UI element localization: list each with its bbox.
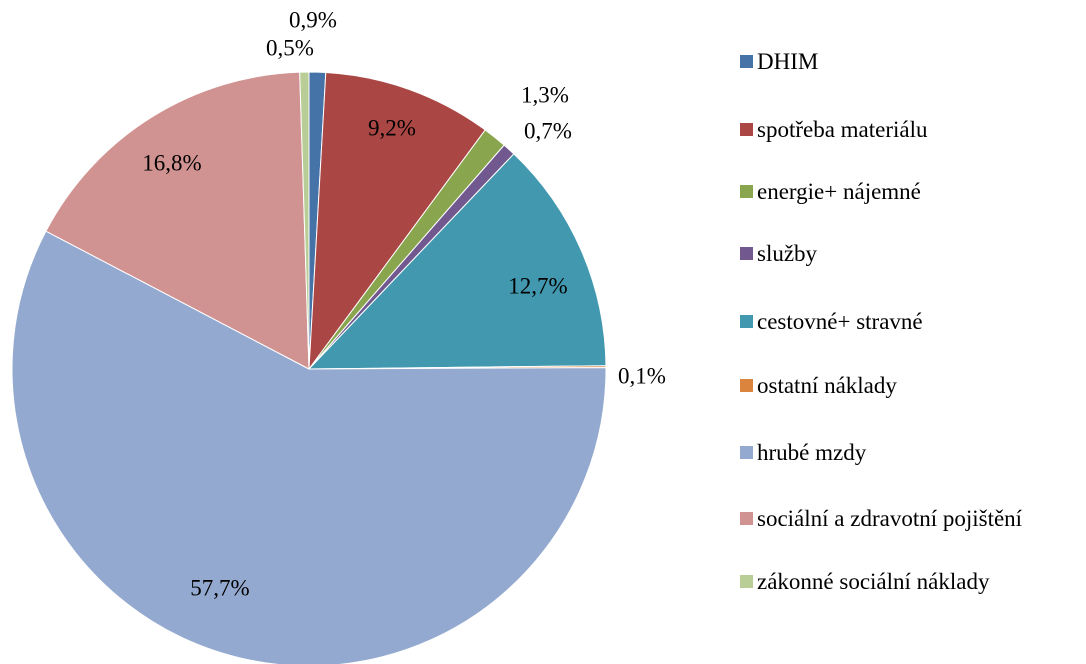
legend-swatch [740, 123, 753, 136]
data-label: 12,7% [508, 273, 567, 298]
legend-label: spotřeba materiálu [757, 117, 928, 142]
pie-slice [11, 230, 607, 664]
data-label: 0,9% [289, 7, 337, 32]
legend-label: sociální a zdravotní pojištění [757, 506, 1023, 531]
legend-label: zákonné sociální náklady [757, 569, 990, 594]
legend-swatch [740, 185, 753, 198]
legend-item: spotřeba materiálu [740, 116, 1086, 143]
legend-label: ostatní náklady [757, 373, 897, 398]
legend-item: sociální a zdravotní pojištění [740, 505, 1086, 532]
legend-swatch [740, 446, 753, 459]
legend-label: energie+ nájemné [757, 179, 921, 204]
pie-slice [45, 71, 310, 370]
legend-swatch [740, 247, 753, 260]
legend-item: zákonné sociální náklady [740, 568, 1086, 595]
legend-item: hrubé mzdy [740, 439, 1086, 466]
pie-slice [299, 71, 310, 370]
legend-label: hrubé mzdy [757, 440, 867, 465]
legend-label: služby [757, 241, 818, 266]
legend-item: služby [740, 240, 1086, 267]
legend-label: DHIM [757, 49, 819, 74]
legend-label: cestovné+ stravné [757, 309, 923, 334]
legend-swatch [740, 379, 753, 392]
data-label: 0,7% [524, 118, 572, 143]
legend-item: energie+ nájemné [740, 178, 1086, 205]
legend-swatch [740, 575, 753, 588]
pie-slice [307, 153, 607, 370]
data-label: 9,2% [368, 115, 416, 140]
legend-item: ostatní náklady [740, 372, 1086, 399]
legend-item: DHIM [740, 48, 1086, 75]
data-label: 0,1% [618, 363, 666, 388]
data-label: 0,5% [266, 35, 314, 60]
legend-item: cestovné+ stravné [740, 308, 1086, 335]
legend-swatch [740, 315, 753, 328]
data-label: 57,7% [190, 575, 249, 600]
pie-chart: 0,9% 9,2% 1,3% 0,7% 12,7% 0,1% 57,7% 16,8% 0,5% [11, 7, 666, 664]
pie-slice [308, 71, 486, 371]
legend-swatch [740, 512, 753, 525]
data-label: 1,3% [521, 82, 569, 107]
legend-swatch [740, 55, 753, 68]
data-label: 16,8% [142, 150, 201, 175]
